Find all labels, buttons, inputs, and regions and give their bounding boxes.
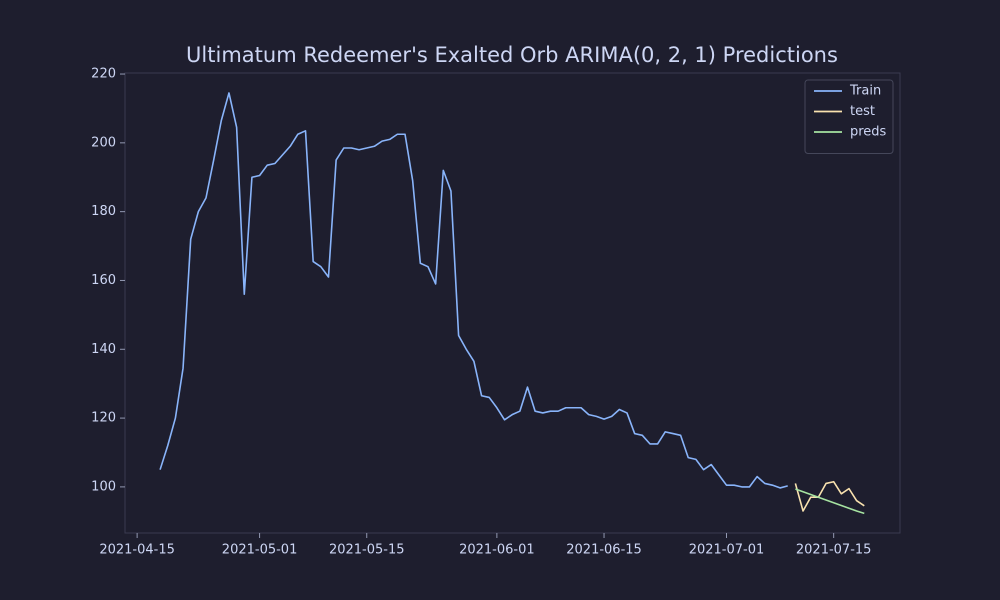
x-tick-label: 2021-06-15: [566, 543, 642, 558]
legend: Train test preds: [804, 79, 894, 154]
y-tick-label: 220: [91, 67, 116, 82]
x-tick-label: 2021-07-01: [689, 543, 765, 558]
legend-label: Train: [849, 84, 881, 99]
x-tick-label: 2021-07-15: [796, 543, 872, 558]
y-tick-label: 200: [91, 135, 116, 150]
y-tick-label: 180: [91, 204, 116, 219]
x-tick-label: 2021-06-01: [459, 543, 535, 558]
series-line: [795, 488, 865, 515]
legend-label: preds: [850, 125, 887, 140]
x-tick-label: 2021-04-15: [99, 543, 175, 558]
chart-title: Ultimatum Redeemer's Exalted Orb ARIMA(0…: [186, 43, 838, 67]
series-line: [159, 92, 788, 489]
y-tick-label: 100: [91, 479, 116, 494]
plot-frame: [124, 72, 901, 534]
y-tick-label: 140: [91, 342, 116, 357]
y-tick-label: 160: [91, 273, 116, 288]
x-tick-label: 2021-05-01: [222, 543, 298, 558]
y-tick-label: 120: [91, 411, 116, 426]
x-tick-label: 2021-05-15: [329, 543, 405, 558]
legend-label: test: [850, 104, 875, 119]
legend-box: [804, 79, 894, 154]
series-line: [794, 480, 865, 512]
